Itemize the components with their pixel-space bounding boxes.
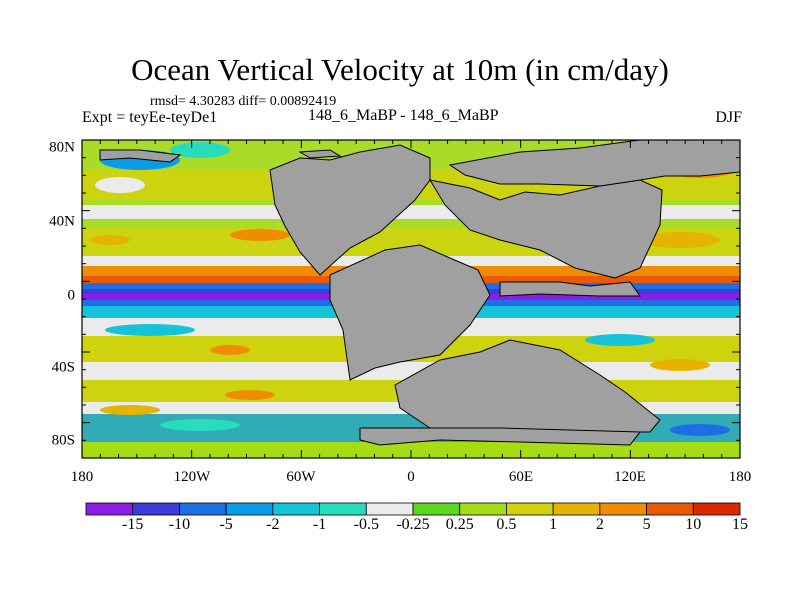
- colorbar-label: 10: [685, 516, 702, 533]
- colorbar-label: -1: [312, 516, 327, 533]
- plot-title: Ocean Vertical Velocity at 10m (in cm/da…: [131, 52, 669, 87]
- lon-label: 180: [728, 469, 752, 485]
- lat-label: 0: [67, 287, 76, 304]
- colorbar-swatch: [319, 502, 367, 516]
- land-masses: [99, 140, 740, 446]
- colorbar: [85, 502, 741, 516]
- colorbar-label: -2: [266, 516, 280, 533]
- colorbar-label: 5: [642, 516, 651, 533]
- colorbar-swatch: [412, 502, 461, 516]
- lat-label: 40S: [51, 359, 75, 376]
- colorbar-label: 1: [549, 516, 558, 533]
- colorbar-swatch: [365, 502, 414, 516]
- map-field: [82, 140, 740, 458]
- experiment-label: Expt = teyEe-teyDe1: [82, 109, 218, 126]
- lon-label: 60W: [286, 469, 316, 485]
- colorbar-swatch: [692, 502, 741, 516]
- colorbar-label: -0.25: [396, 516, 430, 533]
- colorbar-label: -10: [168, 516, 191, 533]
- lon-label: 120E: [614, 469, 646, 485]
- colorbar-label: 2: [595, 516, 604, 533]
- lat-label: 80N: [49, 139, 75, 156]
- lon-label: 0: [407, 469, 415, 485]
- colorbar-swatch: [225, 502, 274, 516]
- colorbar-label: 0.5: [496, 516, 517, 533]
- colorbar-swatch: [599, 502, 647, 516]
- colorbar-swatch: [179, 502, 227, 516]
- colorbar-swatch: [506, 502, 554, 516]
- colorbar-swatch: [85, 502, 134, 516]
- colorbar-label: -0.5: [353, 516, 379, 533]
- lon-label: 60E: [508, 469, 534, 485]
- colorbar-label: -5: [219, 516, 233, 533]
- subtitle: 148_6_MaBP - 148_6_MaBP: [308, 107, 499, 124]
- colorbar-swatch: [272, 502, 320, 516]
- axis-ticks: [81, 139, 741, 459]
- colorbar-label: 0.25: [445, 516, 474, 533]
- lat-label: 80S: [51, 432, 75, 449]
- season-label: DJF: [715, 109, 742, 126]
- colorbar-swatch: [132, 502, 180, 516]
- lat-label: 40N: [49, 213, 75, 230]
- colorbar-swatch: [459, 502, 507, 516]
- lon-label: 120W: [173, 469, 211, 485]
- colorbar-label: 15: [732, 516, 748, 533]
- stats-text: rmsd= 4.30283 diff= 0.00892419: [150, 94, 337, 109]
- colorbar-swatch: [552, 502, 601, 516]
- colorbar-swatch: [646, 502, 694, 516]
- colorbar-label: -15: [122, 516, 144, 533]
- lon-label: 180: [70, 469, 94, 485]
